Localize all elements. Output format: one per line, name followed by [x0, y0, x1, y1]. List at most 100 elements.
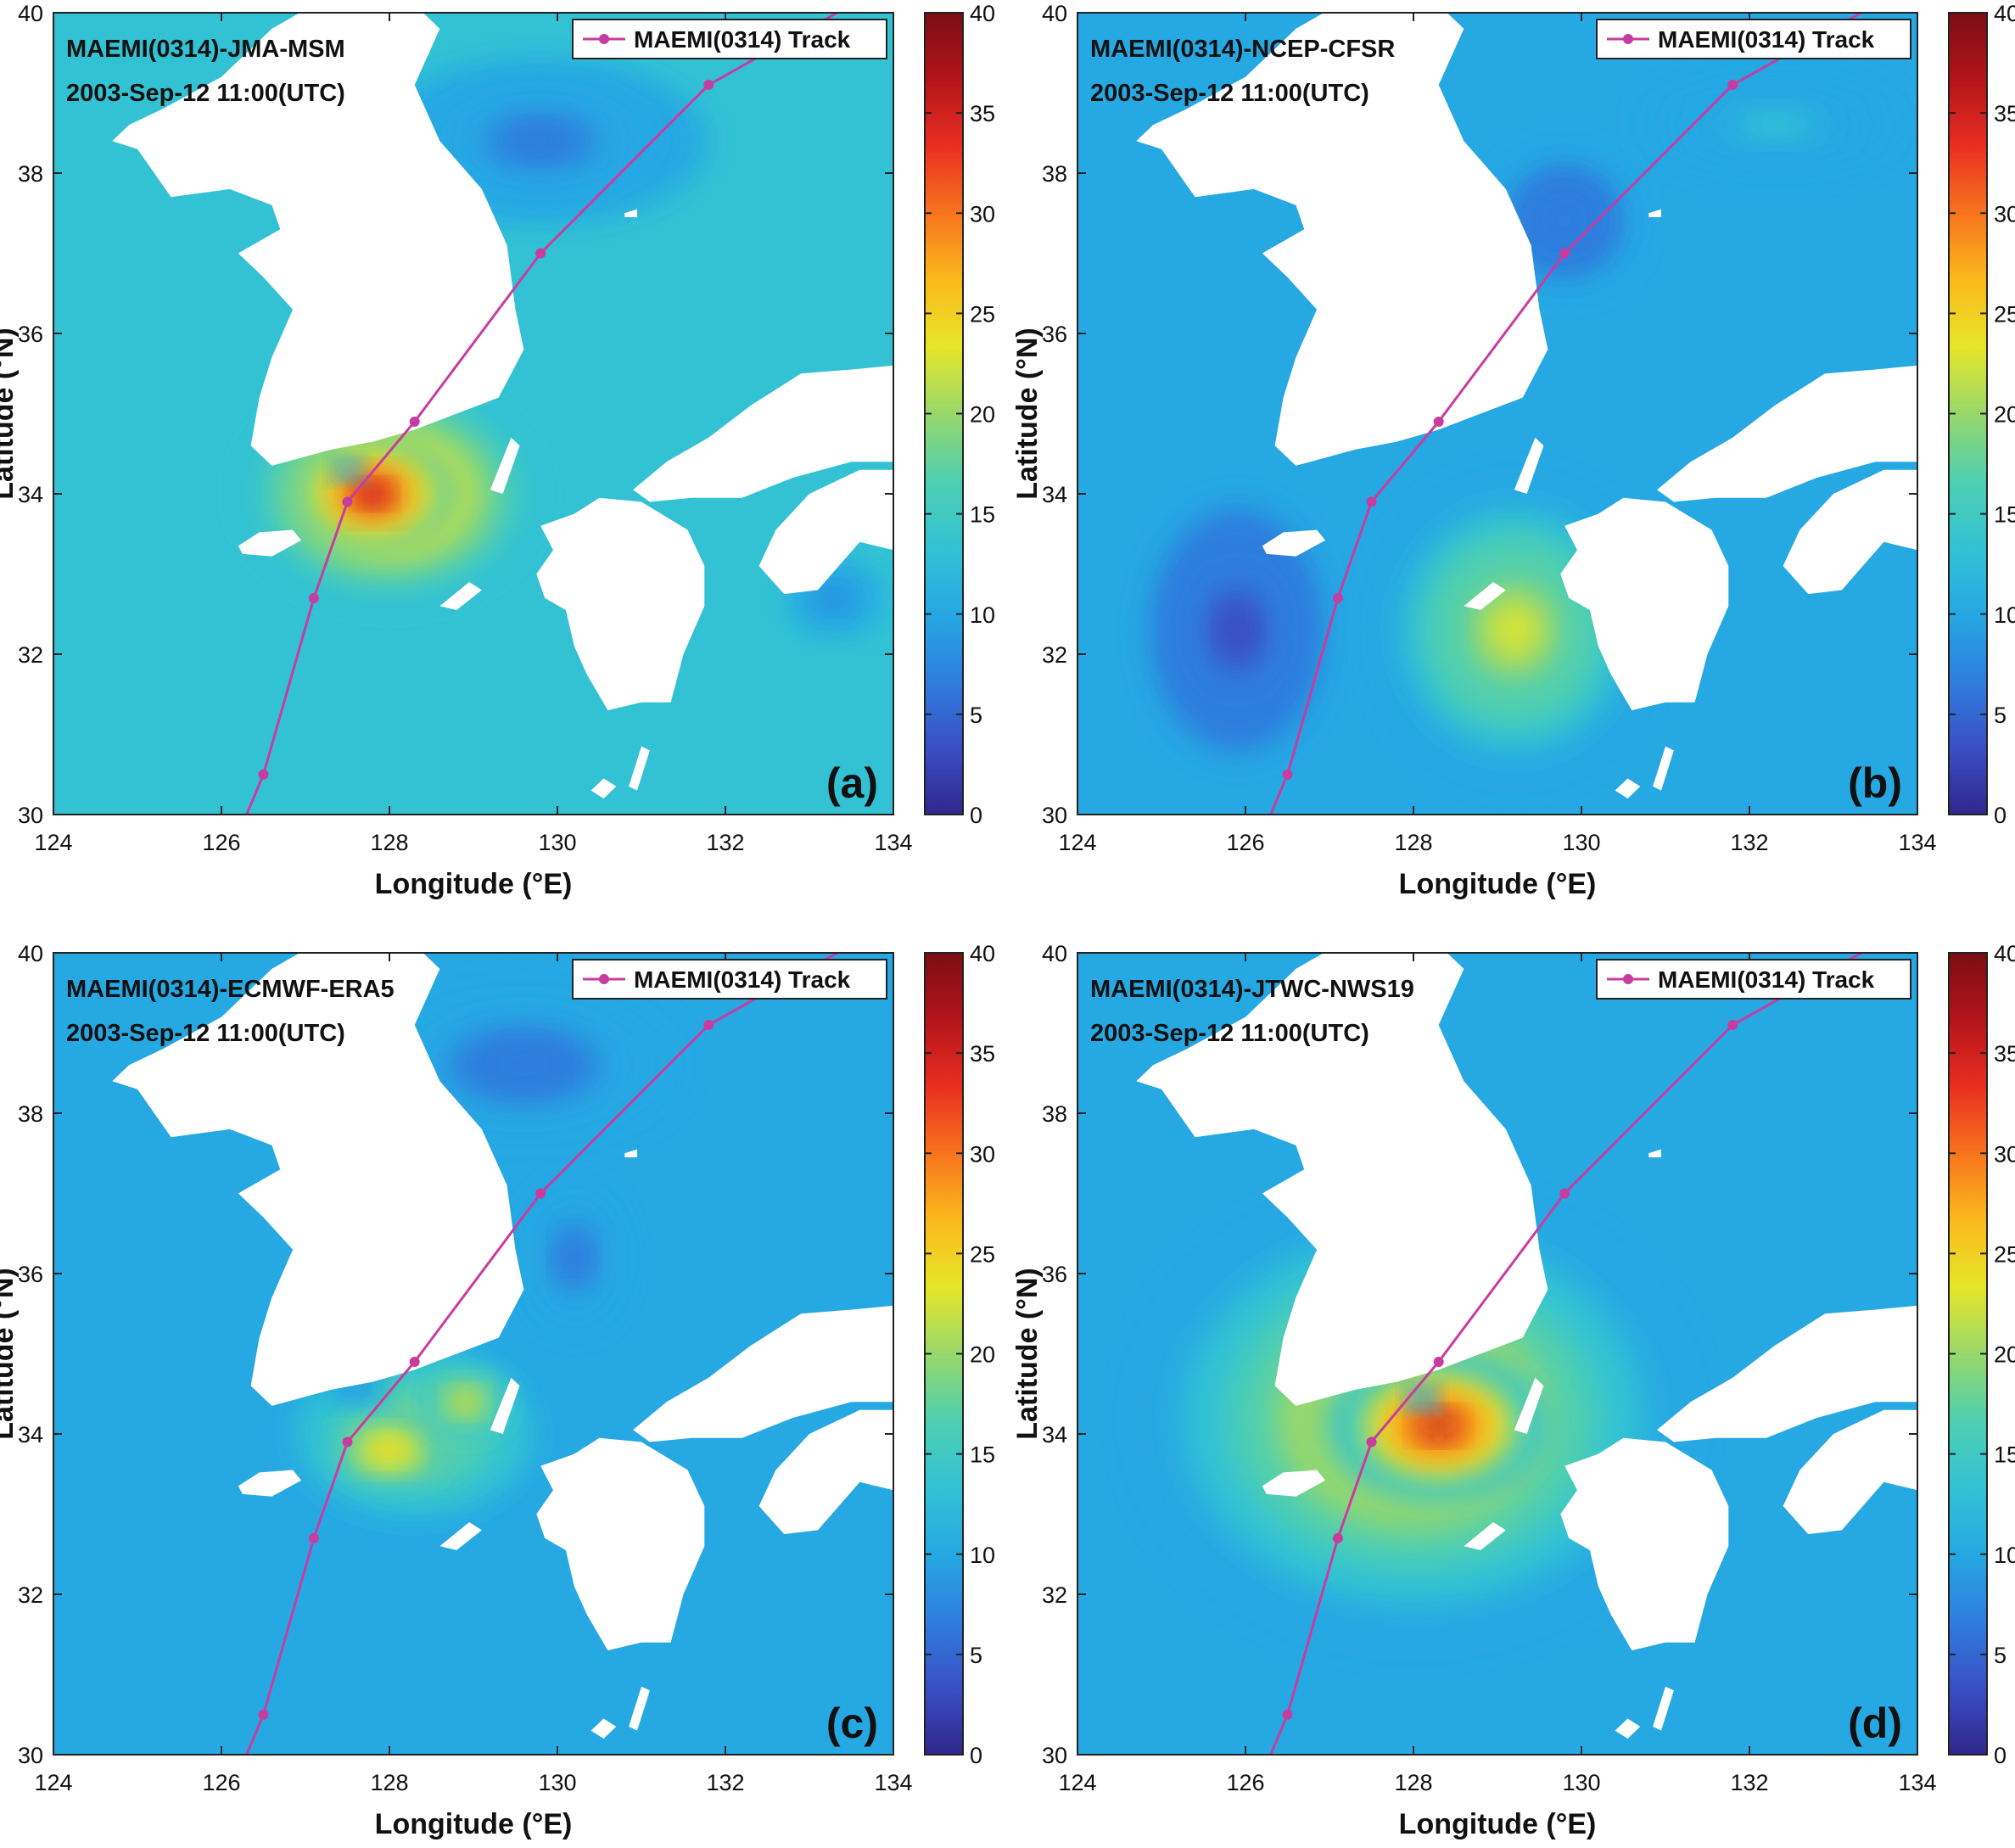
track-line — [245, 953, 840, 1755]
land-tsushima — [1514, 437, 1544, 494]
panel-subtitle: 2003-Sep-12 11:00(UTC) — [1090, 1020, 1369, 1047]
x-tick-label: 126 — [1226, 830, 1264, 855]
track-point — [703, 80, 714, 91]
colorbar-tick-label: 40 — [970, 1, 995, 26]
colorbar-tick-label: 15 — [1994, 502, 2015, 528]
y-tick-label: 30 — [18, 803, 43, 828]
track-point — [535, 248, 546, 259]
colorbar-tick-label: 25 — [1994, 301, 2015, 327]
x-axis-label: Longitude (°E) — [375, 1808, 573, 1840]
land-goto — [1464, 582, 1506, 610]
land-tsushima — [490, 437, 520, 494]
track-point — [258, 1709, 269, 1720]
colorbar-tick-label: 20 — [1994, 402, 2015, 428]
legend: MAEMI(0314) Track — [1596, 19, 1911, 59]
colorbar-tick-label: 0 — [970, 803, 982, 828]
track-point — [1282, 1709, 1293, 1720]
legend-text: MAEMI(0314) Track — [1658, 966, 1875, 993]
land-jeju — [1262, 1470, 1326, 1497]
y-tick-label: 38 — [1042, 161, 1067, 187]
panel-label: (a) — [826, 759, 878, 807]
legend-marker — [599, 34, 609, 44]
x-tick-label: 132 — [1730, 1770, 1768, 1795]
track-line — [245, 13, 840, 815]
y-tick-label: 34 — [1042, 1422, 1067, 1448]
land-goto — [439, 1522, 482, 1550]
track-point — [409, 1356, 420, 1367]
x-tick-label: 132 — [706, 1770, 744, 1795]
x-tick-label: 128 — [1394, 830, 1432, 855]
colorbar-tick-label: 5 — [1994, 703, 2007, 728]
panel-d: 124 126 128 130 132 134 30 32 34 36 38 40 Longitude … — [1011, 941, 2015, 1840]
colorbar-tick-label: 15 — [1994, 1442, 2015, 1468]
field-feature — [1492, 606, 1537, 655]
y-axis-label: Latitude (°N) — [0, 328, 20, 499]
x-tick-label: 130 — [538, 1770, 576, 1795]
y-tick-label: 36 — [18, 1262, 43, 1287]
land-yakushima — [591, 778, 617, 799]
x-tick-label: 134 — [874, 830, 912, 855]
x-tick-label: 128 — [370, 830, 408, 855]
x-tick-label: 130 — [1562, 1770, 1600, 1795]
x-axis-label: Longitude (°E) — [1399, 1808, 1597, 1840]
x-tick-label: 132 — [706, 830, 744, 855]
track-point — [342, 496, 353, 507]
colorbar-tick-label: 0 — [1994, 803, 2007, 828]
y-tick-label: 34 — [18, 482, 43, 507]
track-line — [1269, 953, 1864, 1755]
field-feature — [1223, 610, 1251, 651]
land-yakushima — [1615, 778, 1641, 799]
legend: MAEMI(0314) Track — [1596, 959, 1911, 1000]
colorbar-tick-label: 40 — [970, 941, 995, 966]
land-kyushu — [536, 1437, 705, 1651]
x-tick-label: 130 — [1562, 830, 1600, 855]
colorbar-tick-label: 30 — [970, 1141, 995, 1167]
y-axis-label: Latitude (°N) — [0, 1268, 20, 1439]
track — [245, 13, 840, 815]
x-tick-label: 124 — [1058, 830, 1096, 855]
legend-text: MAEMI(0314) Track — [1658, 26, 1875, 53]
track-point — [1332, 1532, 1343, 1543]
panel-c: 124 126 128 130 132 134 30 32 34 36 38 40 Longitude … — [0, 941, 995, 1840]
x-tick-label: 134 — [1898, 1770, 1936, 1795]
x-tick-label: 134 — [874, 1770, 912, 1795]
land — [112, 953, 893, 1739]
panel-subtitle: 2003-Sep-12 11:00(UTC) — [66, 80, 345, 107]
land-jeju — [238, 529, 302, 557]
colorbar-tick-label: 35 — [970, 1041, 995, 1067]
y-tick-label: 40 — [18, 1, 43, 26]
land-tsushima — [490, 1377, 520, 1434]
x-tick-label: 124 — [34, 830, 72, 855]
y-axis-label: Latitude (°N) — [1011, 328, 1044, 499]
y-tick-label: 30 — [1042, 803, 1067, 828]
panel-title: MAEMI(0314)-NCEP-CFSR — [1090, 36, 1395, 63]
track-point — [1871, 0, 1881, 10]
legend-text: MAEMI(0314) Track — [634, 966, 851, 993]
track — [1269, 0, 1881, 815]
field-feature — [827, 592, 842, 604]
field-feature — [1753, 118, 1796, 132]
land — [112, 13, 893, 799]
panel-b: 124 126 128 130 132 134 30 32 34 36 38 40 Longitude … — [1011, 0, 2015, 900]
panel-a: 124 126 128 130 132 134 30 32 34 36 38 40 Longitude … — [0, 1, 995, 900]
land-korea — [1136, 13, 1548, 466]
land-tanegashima — [1653, 746, 1674, 791]
field-feature — [512, 127, 569, 154]
axes-frame — [1077, 12, 1918, 815]
field-feature — [1419, 1396, 1424, 1400]
colorbar-tick-label: 40 — [1994, 941, 2015, 966]
x-tick-label: 128 — [370, 1770, 408, 1795]
y-tick-label: 38 — [18, 1101, 43, 1127]
track-point — [1559, 1188, 1570, 1199]
land-ulleung — [1648, 209, 1661, 217]
land-tanegashima — [629, 746, 650, 791]
colorbar-tick-label: 30 — [970, 201, 995, 227]
y-tick-label: 38 — [18, 161, 43, 187]
colorbar-tick-label: 25 — [970, 1241, 995, 1267]
panel-title: MAEMI(0314)-JMA-MSM — [66, 36, 345, 63]
land-honshu — [1657, 365, 1917, 502]
y-tick-label: 30 — [1042, 1743, 1067, 1768]
colorbar-tick-label: 10 — [970, 602, 995, 628]
y-tick-label: 36 — [1042, 322, 1067, 347]
x-tick-label: 134 — [1898, 830, 1936, 855]
